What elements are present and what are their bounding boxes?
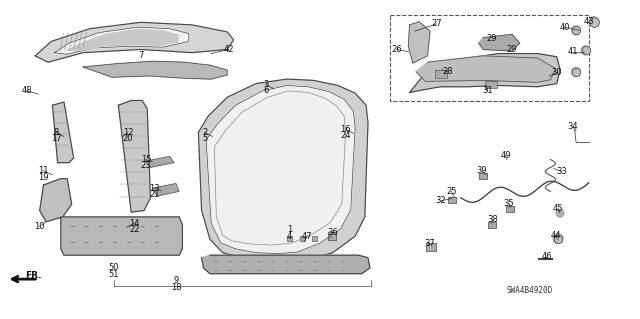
Text: 49: 49 xyxy=(500,151,511,160)
Text: 20: 20 xyxy=(123,134,133,143)
Bar xyxy=(435,70,447,78)
Text: 8: 8 xyxy=(54,128,59,137)
Text: 33: 33 xyxy=(557,167,567,176)
Polygon shape xyxy=(52,102,74,163)
Text: 16: 16 xyxy=(340,125,351,134)
Text: 10: 10 xyxy=(35,222,45,231)
Text: 40: 40 xyxy=(559,23,570,32)
Polygon shape xyxy=(83,61,227,79)
Text: 42: 42 xyxy=(224,45,234,54)
Text: 31: 31 xyxy=(483,86,493,95)
Text: 45: 45 xyxy=(553,204,563,213)
Circle shape xyxy=(553,234,563,244)
Text: 15: 15 xyxy=(141,155,151,164)
Text: 35: 35 xyxy=(504,199,514,208)
Polygon shape xyxy=(61,217,182,255)
Text: 48: 48 xyxy=(22,86,32,95)
Text: 9: 9 xyxy=(173,276,179,285)
Bar xyxy=(390,15,589,101)
Text: 5: 5 xyxy=(202,134,207,143)
Polygon shape xyxy=(198,79,368,262)
Text: 34: 34 xyxy=(568,122,578,131)
Polygon shape xyxy=(202,255,370,274)
Text: SWA4B4920D: SWA4B4920D xyxy=(507,286,553,295)
Bar xyxy=(287,236,292,241)
Text: 19: 19 xyxy=(38,173,49,182)
Text: 13: 13 xyxy=(150,184,160,193)
Text: 1: 1 xyxy=(287,225,292,234)
Polygon shape xyxy=(40,179,72,222)
Text: 37: 37 xyxy=(425,239,435,248)
Text: 44: 44 xyxy=(550,231,561,240)
Text: 51: 51 xyxy=(109,270,119,279)
Text: 36: 36 xyxy=(328,228,338,237)
Bar xyxy=(506,206,514,212)
Polygon shape xyxy=(416,56,556,82)
Polygon shape xyxy=(118,100,150,212)
Circle shape xyxy=(581,46,590,55)
Bar xyxy=(479,173,487,179)
Text: 2: 2 xyxy=(202,128,207,137)
Circle shape xyxy=(572,26,580,35)
Polygon shape xyxy=(206,85,355,254)
Text: 12: 12 xyxy=(123,128,133,137)
Text: 4: 4 xyxy=(287,232,292,241)
Bar xyxy=(300,236,305,241)
Text: 46: 46 xyxy=(542,252,552,261)
Text: 28: 28 xyxy=(443,67,453,76)
Bar xyxy=(448,197,456,203)
Text: 23: 23 xyxy=(141,161,151,170)
Text: 25: 25 xyxy=(446,187,456,196)
Circle shape xyxy=(556,209,564,217)
Text: 18: 18 xyxy=(171,283,181,292)
Polygon shape xyxy=(152,183,179,196)
Text: 41: 41 xyxy=(568,47,578,56)
Text: 29: 29 xyxy=(507,45,517,54)
Text: 38: 38 xyxy=(488,215,498,224)
Circle shape xyxy=(572,67,580,76)
Bar xyxy=(488,222,496,228)
Text: 14: 14 xyxy=(129,219,140,228)
Polygon shape xyxy=(67,29,178,50)
Polygon shape xyxy=(54,27,189,54)
Text: 26: 26 xyxy=(392,45,402,54)
Text: 21: 21 xyxy=(150,190,160,199)
Polygon shape xyxy=(35,22,234,62)
Text: 11: 11 xyxy=(38,166,49,175)
Text: 47: 47 xyxy=(302,232,312,241)
Text: 30: 30 xyxy=(552,68,562,77)
Polygon shape xyxy=(408,22,430,63)
Text: 27: 27 xyxy=(431,19,442,28)
Text: 3: 3 xyxy=(263,80,268,89)
Polygon shape xyxy=(146,156,174,167)
Text: 17: 17 xyxy=(51,134,61,143)
Text: 24: 24 xyxy=(340,131,351,140)
Text: 43: 43 xyxy=(584,17,594,26)
Text: 29: 29 xyxy=(486,34,497,43)
Circle shape xyxy=(589,17,599,27)
Polygon shape xyxy=(410,54,560,93)
Text: 6: 6 xyxy=(263,86,268,95)
Polygon shape xyxy=(479,34,520,51)
Bar xyxy=(426,243,436,251)
Text: FR.: FR. xyxy=(25,271,42,280)
Bar xyxy=(328,232,336,240)
Text: 22: 22 xyxy=(129,225,140,234)
Text: 32: 32 xyxy=(435,197,445,205)
Text: 50: 50 xyxy=(109,263,119,272)
Bar xyxy=(312,236,317,241)
Bar xyxy=(485,81,497,88)
Text: 7: 7 xyxy=(138,51,143,60)
Text: 39: 39 xyxy=(476,166,486,175)
